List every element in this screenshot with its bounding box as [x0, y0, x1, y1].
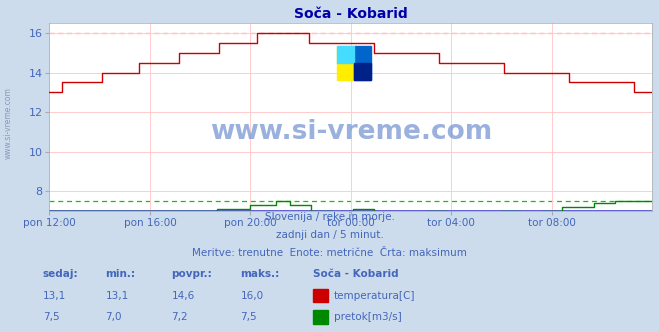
Text: 7,0: 7,0	[105, 312, 122, 322]
Text: maks.:: maks.:	[241, 269, 280, 279]
Text: temperatura[C]: temperatura[C]	[334, 291, 416, 301]
Title: Soča - Kobarid: Soča - Kobarid	[294, 7, 408, 21]
Text: Meritve: trenutne  Enote: metrične  Črta: maksimum: Meritve: trenutne Enote: metrične Črta: …	[192, 248, 467, 258]
Text: www.si-vreme.com: www.si-vreme.com	[4, 87, 13, 159]
Text: 7,2: 7,2	[171, 312, 188, 322]
Text: www.si-vreme.com: www.si-vreme.com	[210, 119, 492, 145]
Text: 7,5: 7,5	[43, 312, 59, 322]
Text: Slovenija / reke in morje.: Slovenija / reke in morje.	[264, 212, 395, 222]
Bar	[354, 63, 371, 79]
Text: 13,1: 13,1	[43, 291, 66, 301]
Text: 16,0: 16,0	[241, 291, 264, 301]
Text: sedaj:: sedaj:	[43, 269, 78, 279]
Bar	[337, 46, 354, 79]
Text: 7,5: 7,5	[241, 312, 257, 322]
Text: 14,6: 14,6	[171, 291, 194, 301]
Text: Soča - Kobarid: Soča - Kobarid	[313, 269, 399, 279]
Text: zadnji dan / 5 minut.: zadnji dan / 5 minut.	[275, 230, 384, 240]
Bar	[337, 46, 354, 63]
Bar	[354, 46, 371, 79]
Text: min.:: min.:	[105, 269, 136, 279]
Text: povpr.:: povpr.:	[171, 269, 212, 279]
Text: 13,1: 13,1	[105, 291, 129, 301]
Text: pretok[m3/s]: pretok[m3/s]	[334, 312, 402, 322]
